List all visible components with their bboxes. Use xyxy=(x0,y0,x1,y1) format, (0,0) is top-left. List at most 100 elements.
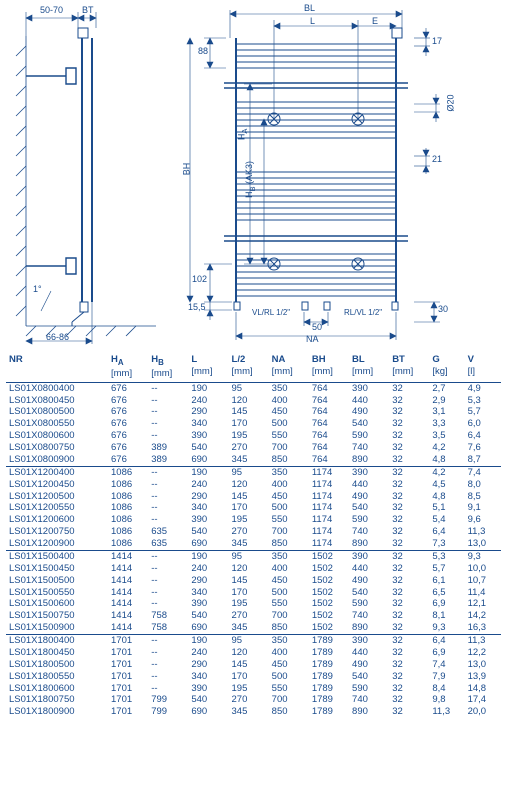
cell: 1414 xyxy=(108,598,148,610)
cell: 1174 xyxy=(309,526,349,538)
cell: -- xyxy=(148,683,188,695)
cell: 4,2 xyxy=(429,466,464,478)
cell: 450 xyxy=(269,659,309,671)
cell: 590 xyxy=(349,598,389,610)
cell: -- xyxy=(148,635,188,647)
cell: LS01X1200500 xyxy=(6,491,108,503)
table-row: LS01X0800550676--340170500764540323,36,0 xyxy=(6,418,501,430)
cell: 345 xyxy=(229,622,269,634)
col-bl: BL[mm] xyxy=(349,354,389,382)
cell: -- xyxy=(148,430,188,442)
cell: 690 xyxy=(188,706,228,718)
cell: -- xyxy=(148,550,188,562)
cell: 12,2 xyxy=(465,647,501,659)
cell: 95 xyxy=(229,635,269,647)
cell: 120 xyxy=(229,563,269,575)
cell: -- xyxy=(148,406,188,418)
cell: 1174 xyxy=(309,466,349,478)
cell: 2,9 xyxy=(429,395,464,407)
cell: 13,9 xyxy=(465,671,501,683)
cell: 8,1 xyxy=(429,610,464,622)
cell: 635 xyxy=(148,526,188,538)
cell: 1086 xyxy=(108,466,148,478)
cell: 32 xyxy=(389,671,429,683)
cell: 120 xyxy=(229,647,269,659)
cell: 9,3 xyxy=(465,550,501,562)
cell: 676 xyxy=(108,442,148,454)
dim-17: 17 xyxy=(432,36,442,46)
col-hb: HB[mm] xyxy=(148,354,188,382)
cell: 32 xyxy=(389,598,429,610)
cell: 758 xyxy=(148,610,188,622)
cell: LS01X0800900 xyxy=(6,454,108,466)
cell: 32 xyxy=(389,430,429,442)
cell: 400 xyxy=(269,479,309,491)
cell: 4,9 xyxy=(465,382,501,394)
cell: 3,5 xyxy=(429,430,464,442)
table-row: LS01X12005001086--2901454501174490324,88… xyxy=(6,491,501,503)
cell: 1414 xyxy=(108,587,148,599)
col-na: NA[mm] xyxy=(269,354,309,382)
cell: 270 xyxy=(229,610,269,622)
cell: 676 xyxy=(108,454,148,466)
cell: 195 xyxy=(229,683,269,695)
cell: 6,0 xyxy=(465,418,501,430)
cell: 5,7 xyxy=(429,563,464,575)
cell: 32 xyxy=(389,575,429,587)
cell: 5,4 xyxy=(429,514,464,526)
cell: 700 xyxy=(269,526,309,538)
cell: 690 xyxy=(188,622,228,634)
cell: 390 xyxy=(188,514,228,526)
cell: 345 xyxy=(229,706,269,718)
cell: 32 xyxy=(389,406,429,418)
cell: 11,4 xyxy=(465,587,501,599)
cell: 1174 xyxy=(309,479,349,491)
cell: 16,3 xyxy=(465,622,501,634)
cell: 5,3 xyxy=(429,550,464,562)
cell: 32 xyxy=(389,502,429,514)
cell: 850 xyxy=(269,454,309,466)
cell: 340 xyxy=(188,671,228,683)
vl-rl-left: VL/RL 1/2" xyxy=(252,308,290,317)
cell: 1414 xyxy=(108,610,148,622)
cell: 290 xyxy=(188,406,228,418)
cell: 145 xyxy=(229,491,269,503)
cell: 14,2 xyxy=(465,610,501,622)
cell: 1502 xyxy=(309,563,349,575)
table-row: LS01X0800900676389690345850764890324,88,… xyxy=(6,454,501,466)
cell: 1701 xyxy=(108,683,148,695)
cell: 340 xyxy=(188,502,228,514)
cell: 590 xyxy=(349,430,389,442)
table-row: LS01X12004501086--2401204001174440324,58… xyxy=(6,479,501,491)
cell: LS01X1500900 xyxy=(6,622,108,634)
cell: 1701 xyxy=(108,647,148,659)
cell: 8,5 xyxy=(465,491,501,503)
cell: 690 xyxy=(188,454,228,466)
cell: 12,1 xyxy=(465,598,501,610)
cell: LS01X1800900 xyxy=(6,706,108,718)
dim-hb-lbl: HB (AK3) xyxy=(244,161,257,198)
cell: 32 xyxy=(389,395,429,407)
cell: 1086 xyxy=(108,514,148,526)
cell: 1414 xyxy=(108,550,148,562)
cell: 1701 xyxy=(108,659,148,671)
cell: 345 xyxy=(229,454,269,466)
cell: 11,3 xyxy=(465,526,501,538)
col-g: G[kg] xyxy=(429,354,464,382)
cell: 3,3 xyxy=(429,418,464,430)
cell: 290 xyxy=(188,491,228,503)
cell: 758 xyxy=(148,622,188,634)
cell: 850 xyxy=(269,622,309,634)
cell: 145 xyxy=(229,406,269,418)
cell: 17,4 xyxy=(465,694,501,706)
cell: 32 xyxy=(389,526,429,538)
table-row: LS01X18004501701--2401204001789440326,91… xyxy=(6,647,501,659)
cell: 540 xyxy=(349,502,389,514)
cell: 1086 xyxy=(108,479,148,491)
cell: 676 xyxy=(108,395,148,407)
cell: 350 xyxy=(269,550,309,562)
cell: 32 xyxy=(389,418,429,430)
cell: 440 xyxy=(349,479,389,491)
cell: 5,1 xyxy=(429,502,464,514)
cell: 690 xyxy=(188,538,228,550)
